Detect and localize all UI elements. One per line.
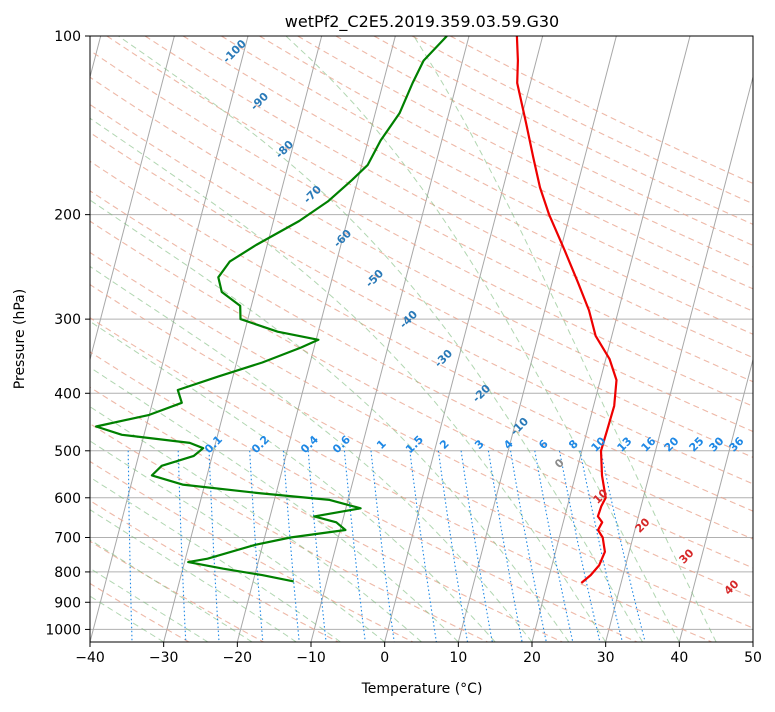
x-tick-label: −40: [75, 650, 105, 666]
y-tick-label: 300: [54, 312, 81, 328]
isotherm-line: [753, 36, 775, 642]
x-tick-label: −10: [296, 650, 326, 666]
y-tick-label: 600: [54, 491, 81, 507]
y-tick-label: 700: [54, 531, 81, 547]
x-tick-label: 20: [523, 650, 541, 666]
y-axis-label: Pressure (hPa): [12, 289, 28, 389]
mixing-ratio-line: [81, 451, 82, 642]
y-tick-label: 100: [54, 29, 81, 45]
y-tick-label: 800: [54, 565, 81, 581]
x-axis-label: Temperature (°C): [361, 681, 483, 697]
chart-title: wetPf2_C2E5.2019.359.03.59.G30: [285, 12, 559, 32]
y-tick-label: 200: [54, 208, 81, 224]
x-tick-label: 10: [449, 650, 467, 666]
x-tick-label: 30: [597, 650, 615, 666]
x-tick-label: 40: [670, 650, 688, 666]
x-tick-label: −30: [149, 650, 179, 666]
x-tick-label: −20: [223, 650, 253, 666]
y-tick-label: 1000: [45, 622, 81, 638]
x-tick-label: 50: [744, 650, 762, 666]
plot-background: [90, 36, 753, 642]
y-tick-label: 500: [54, 444, 81, 460]
x-tick-label: 0: [380, 650, 389, 666]
y-tick-label: 400: [54, 386, 81, 402]
y-tick-label: 900: [54, 595, 81, 611]
